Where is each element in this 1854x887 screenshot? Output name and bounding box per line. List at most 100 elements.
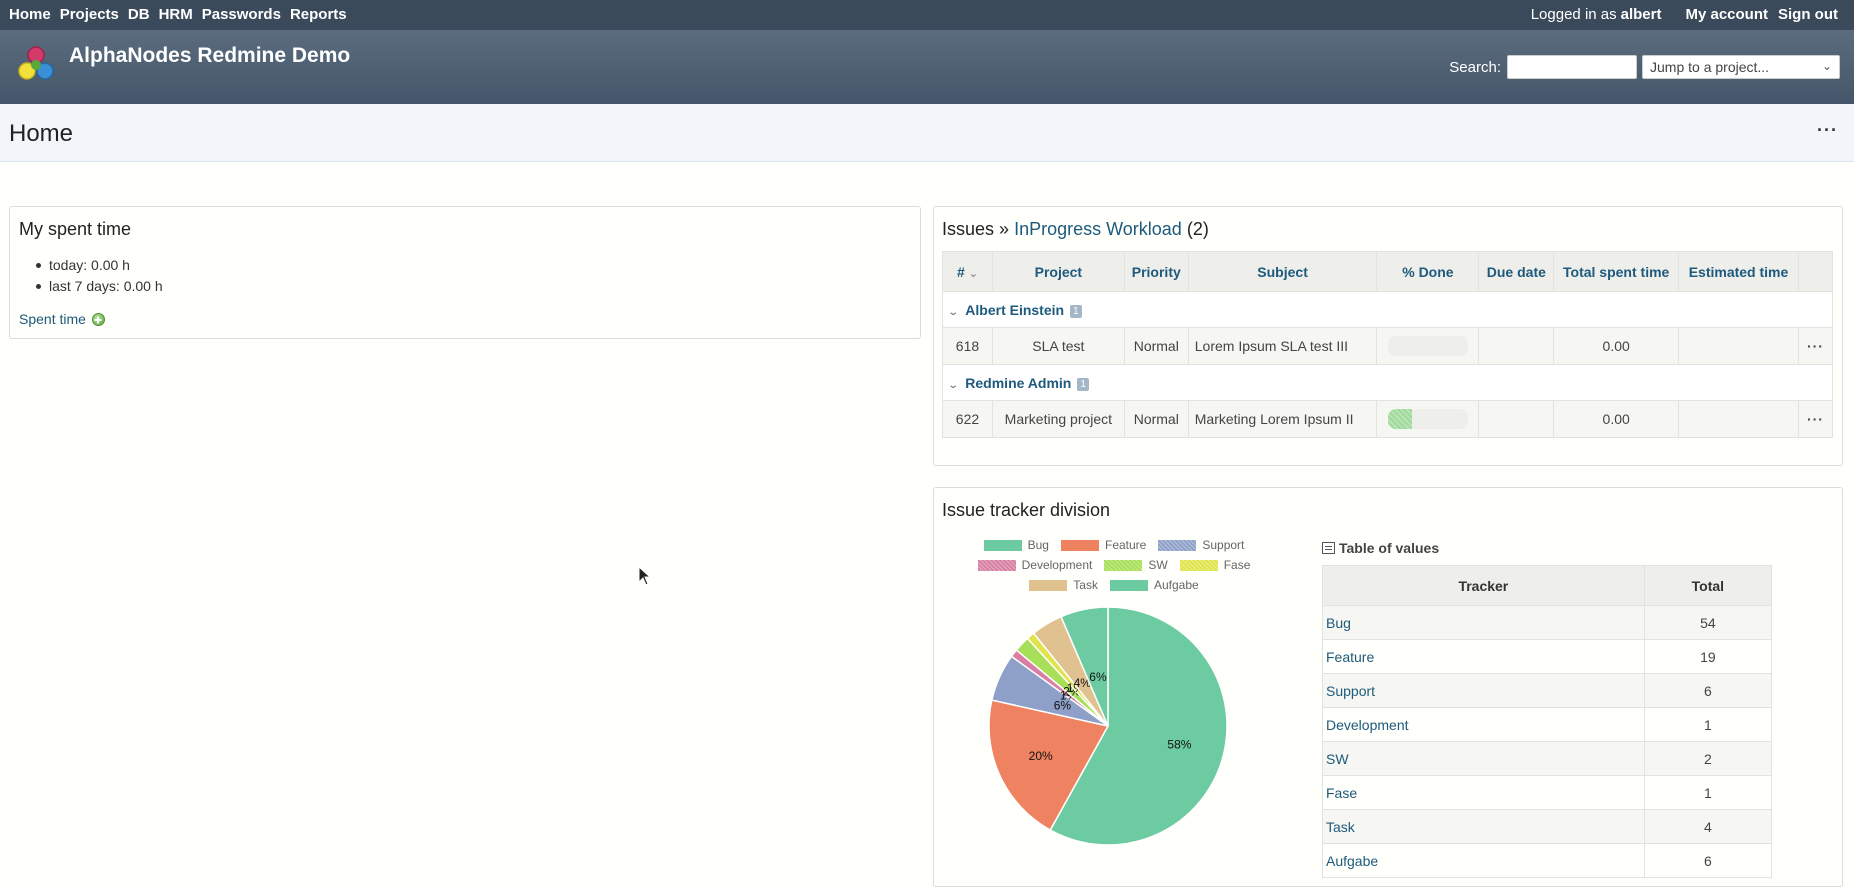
col-id-label: # [957, 263, 965, 280]
issues-query-link[interactable]: InProgress Workload [1014, 219, 1182, 239]
table-of-values: Tracker Total Bug 54 Feature 19 Support 6 D… [1322, 565, 1773, 878]
table-row: Feature 19 [1322, 639, 1773, 674]
legend-item-fase[interactable]: Fase [1179, 558, 1250, 572]
issue-due-date [1478, 400, 1555, 438]
top-menu-db[interactable]: DB [127, 6, 150, 23]
legend-item-task[interactable]: Task [1029, 578, 1098, 592]
my-spent-time-block: My spent time today: 0.00 h last 7 days:… [9, 206, 921, 339]
group-name-link[interactable]: Redmine Admin [965, 374, 1072, 391]
row-actions-menu[interactable]: ··· [1797, 327, 1834, 365]
table-row: Aufgabe 6 [1322, 843, 1773, 878]
tov-total: 1 [1643, 775, 1773, 810]
expander-icon[interactable]: ⌄ [947, 306, 960, 318]
tov-tracker-cell: Development [1322, 707, 1645, 742]
issue-estimated [1678, 327, 1799, 365]
header: AlphaNodes Redmine Demo Search: Jump to … [0, 30, 1854, 104]
table-row[interactable]: 622 Marketing project Normal Marketing L… [942, 400, 1834, 438]
pie-slice-feature[interactable] [988, 699, 1110, 832]
tracker-link[interactable]: SW [1326, 750, 1349, 767]
issue-total-spent: 0.00 [1553, 327, 1680, 365]
col-id[interactable]: # ⌄ [942, 251, 993, 292]
col-due-date[interactable]: Due date [1478, 251, 1555, 292]
issue-project[interactable]: Marketing project [991, 400, 1125, 438]
tov-total: 6 [1643, 843, 1773, 878]
tracker-link[interactable]: Fase [1326, 784, 1358, 801]
issue-due-date [1478, 327, 1555, 365]
legend-swatch [1060, 539, 1099, 551]
col-subject[interactable]: Subject [1187, 251, 1378, 292]
col-total-spent[interactable]: Total spent time [1553, 251, 1680, 292]
spent-time-link[interactable]: Spent time [19, 311, 86, 327]
legend-label: Feature [1104, 538, 1147, 552]
group-count-badge: 1 [1077, 377, 1089, 391]
legend-item-bug[interactable]: Bug [983, 538, 1049, 552]
col-done[interactable]: % Done [1376, 251, 1480, 292]
tracker-link[interactable]: Bug [1326, 614, 1351, 631]
tov-tracker-cell: SW [1322, 741, 1645, 776]
issue-project[interactable]: SLA test [991, 327, 1125, 365]
top-menu-home[interactable]: Home [9, 6, 51, 23]
page-title: Home [9, 120, 74, 147]
tov-total: 4 [1643, 809, 1773, 844]
top-menu-hrm[interactable]: HRM [158, 6, 193, 23]
issue-id[interactable]: 622 [942, 400, 993, 438]
pie-label-support: 6% [1054, 699, 1072, 713]
app-title[interactable]: AlphaNodes Redmine Demo [69, 44, 351, 67]
project-jump-placeholder: Jump to a project... [1650, 59, 1770, 75]
issue-subject[interactable]: Marketing Lorem Ipsum II [1187, 400, 1378, 438]
legend-swatch [983, 539, 1022, 551]
quick-search: Search: Jump to a project... ⌄ [1449, 55, 1840, 79]
tracker-link[interactable]: Feature [1326, 648, 1375, 665]
tov-total: 54 [1643, 605, 1773, 640]
legend-item-support[interactable]: Support [1158, 538, 1244, 552]
tracker-link[interactable]: Aufgabe [1326, 852, 1379, 869]
group-row-redmine-admin: ⌄ Redmine Admin 1 [942, 364, 1833, 401]
pie-slice-bug[interactable] [1049, 606, 1228, 846]
legend-item-sw[interactable]: SW [1104, 558, 1168, 572]
top-menu-passwords[interactable]: Passwords [201, 6, 281, 23]
tov-total: 19 [1643, 639, 1773, 674]
legend-item-feature[interactable]: Feature [1060, 538, 1147, 552]
col-estimated[interactable]: Estimated time [1678, 251, 1799, 292]
tracker-link[interactable]: Support [1326, 682, 1376, 699]
legend-item-development[interactable]: Development [977, 558, 1092, 572]
expander-icon[interactable]: ⌄ [947, 379, 960, 391]
legend-label: Support [1202, 538, 1245, 552]
top-menu-projects[interactable]: Projects [59, 6, 119, 23]
project-jump-select[interactable]: Jump to a project... ⌄ [1642, 55, 1840, 79]
sign-out-link[interactable]: Sign out [1778, 6, 1838, 23]
pie-label-bug: 58% [1167, 737, 1191, 751]
top-menu: Home Projects DB HRM Passwords Reports L… [0, 0, 1854, 30]
col-priority[interactable]: Priority [1123, 251, 1189, 292]
spent-time-last-7-days: last 7 days: 0.00 h [36, 276, 163, 297]
issue-priority: Normal [1123, 327, 1189, 365]
tracker-link[interactable]: Development [1326, 716, 1409, 733]
legend-swatch [1029, 579, 1068, 591]
account-menu: Logged in as albert My account Sign out [1531, 6, 1838, 23]
add-icon[interactable] [91, 313, 105, 326]
table-icon [1322, 542, 1335, 554]
tracker-division-title: Issue tracker division [942, 500, 1111, 520]
group-name-link[interactable]: Albert Einstein [965, 301, 1065, 318]
issues-count: (2) [1186, 219, 1209, 239]
row-actions-menu[interactable]: ··· [1797, 400, 1834, 438]
pie-slice-aufgabe[interactable] [1060, 606, 1109, 727]
table-row: SW 2 [1322, 741, 1773, 776]
tracker-link[interactable]: Task [1326, 818, 1355, 835]
current-user-link[interactable]: albert [1620, 6, 1662, 23]
issue-id[interactable]: 618 [942, 327, 993, 365]
top-menu-reports[interactable]: Reports [289, 6, 347, 23]
search-input[interactable] [1507, 55, 1637, 79]
col-project[interactable]: Project [991, 251, 1125, 292]
legend-item-aufgabe[interactable]: Aufgabe [1109, 578, 1199, 592]
tov-tracker-cell: Fase [1322, 775, 1645, 810]
tov-header-row: Tracker Total [1322, 565, 1773, 606]
pie-label-feature: 20% [1029, 749, 1053, 763]
issue-subject[interactable]: Lorem Ipsum SLA test III [1187, 327, 1378, 365]
my-account-link[interactable]: My account [1685, 6, 1768, 23]
group-count-badge: 1 [1070, 304, 1082, 318]
table-row[interactable]: 618 SLA test Normal Lorem Ipsum SLA test… [942, 327, 1834, 365]
page-actions-menu[interactable]: ··· [1817, 120, 1838, 140]
alphanodes-logo-icon[interactable] [16, 45, 56, 85]
tov-col-total: Total [1643, 565, 1773, 606]
